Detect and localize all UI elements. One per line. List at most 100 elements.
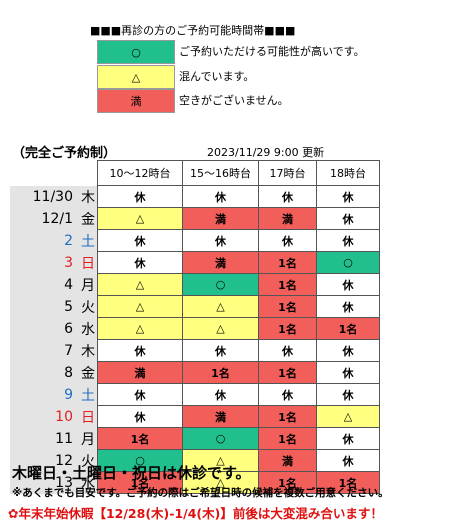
slot: 満	[258, 207, 317, 230]
slot: 満	[258, 449, 317, 472]
slot: 休	[97, 185, 183, 208]
legend-swatch: 満	[97, 89, 175, 113]
column-header: 18時台	[316, 160, 380, 186]
weekday: 月	[79, 427, 98, 450]
weekday: 火	[79, 449, 98, 472]
date: 12	[10, 449, 79, 472]
slot: 1名	[97, 471, 183, 494]
slot: 1名	[258, 317, 317, 340]
weekday: 日	[79, 251, 98, 274]
row: 12/1 金 △ 満満休	[10, 207, 380, 230]
row: 11/30 木休休休休	[10, 185, 380, 208]
date: 11/30	[10, 185, 79, 208]
legend-swatch: △	[97, 64, 175, 89]
notice: ※あくまでも目安です。ご予約の際はご希望日時の候補を複数ご用意ください。	[12, 487, 389, 499]
column-header: 17時台	[258, 160, 317, 186]
slot: ○	[97, 449, 183, 472]
slot: 休	[182, 383, 259, 406]
weekday: 土	[79, 229, 98, 252]
date: 2	[10, 229, 79, 252]
slot: 満	[182, 251, 259, 274]
slot: △	[316, 405, 380, 428]
note: （完全ご予約制）	[12, 146, 117, 161]
weekday: 金	[79, 361, 98, 384]
weekday: 金	[79, 207, 98, 230]
slot: 休	[97, 405, 183, 428]
slot: 休	[182, 229, 259, 252]
date: 7	[10, 339, 79, 362]
weekday: 土	[79, 383, 98, 406]
slot: 1名	[316, 471, 380, 494]
date: 13	[10, 471, 79, 494]
slot: 休	[97, 251, 183, 274]
slot: 満	[97, 361, 183, 384]
row: 4 月 △ ○ 1名休	[10, 273, 380, 296]
row: 11 月 1名 ○ 1名休	[10, 427, 380, 450]
weekday: 木	[79, 185, 98, 208]
row: 10 日休満 1名 △	[10, 405, 380, 428]
slot: △	[97, 317, 183, 340]
date: 11	[10, 427, 79, 450]
slot: 満	[182, 207, 259, 230]
slot: 1名	[316, 317, 380, 340]
date: 6	[10, 317, 79, 340]
date: 10	[10, 405, 79, 428]
slot: 休	[258, 339, 317, 362]
slot: 1名	[258, 251, 317, 274]
holiday: ✿年末年始休暇【12/28(木)-1/4(木)】前後は大変混み合います！	[8, 506, 383, 521]
legend-text: 混んでいます。	[179, 69, 255, 83]
header-blank	[10, 161, 98, 186]
slot: △	[182, 471, 259, 494]
slot: 休	[258, 383, 317, 406]
slot: 休	[316, 273, 380, 296]
legend-swatch: ○	[97, 40, 175, 64]
slot: ○	[182, 427, 259, 450]
date: 9	[10, 383, 79, 406]
slot: △	[182, 295, 259, 318]
slot: 休	[316, 449, 380, 472]
date: 5	[10, 295, 79, 318]
schedule-table: 10～12時台 15～16時台 17時台 18時台 11/30 木休休休休 12/1 金 △ 満満…	[10, 160, 380, 494]
slot: 1名	[182, 361, 259, 384]
slot: △	[97, 273, 183, 296]
slot: 休	[97, 383, 183, 406]
slot: ○	[316, 251, 380, 274]
slot: 1名	[258, 295, 317, 318]
row: 8 金満 1名 1名休	[10, 361, 380, 384]
row: 6 水 △ △ 1名 1名	[10, 317, 380, 340]
weekday: 水	[79, 471, 98, 494]
slot: 休	[258, 229, 317, 252]
row: 13 水 1名 △ 1名 1名	[10, 471, 380, 494]
legend-title: ■■■再診の方のご予約可能時間帯■■■	[90, 24, 296, 37]
slot: 1名	[258, 273, 317, 296]
slot: ○	[182, 273, 259, 296]
slot: 休	[182, 339, 259, 362]
slot: △	[97, 207, 183, 230]
slot: 休	[316, 229, 380, 252]
slot: 満	[182, 405, 259, 428]
slot: 1名	[258, 361, 317, 384]
legend-text: ご予約いただける可能性が高いです。	[179, 45, 365, 58]
slot: 休	[316, 361, 380, 384]
slot: 休	[316, 383, 380, 406]
slot: 休	[316, 339, 380, 362]
date: 3	[10, 251, 79, 274]
slot: △	[97, 295, 183, 318]
slot: 休	[97, 339, 183, 362]
date: 4	[10, 273, 79, 296]
slot: 1名	[258, 427, 317, 450]
date: 12/1	[10, 207, 79, 230]
slot: 休	[258, 185, 317, 208]
slot: 休	[316, 427, 380, 450]
weekday: 火	[79, 295, 98, 318]
slot: 休	[97, 229, 183, 252]
weekday: 月	[79, 273, 98, 296]
slot: 休	[182, 185, 259, 208]
date: 8	[10, 361, 79, 384]
slot: 1名	[258, 405, 317, 428]
slot: 1名	[258, 471, 317, 494]
closed: 木曜日・土曜日・祝日は休診です。	[12, 464, 251, 482]
